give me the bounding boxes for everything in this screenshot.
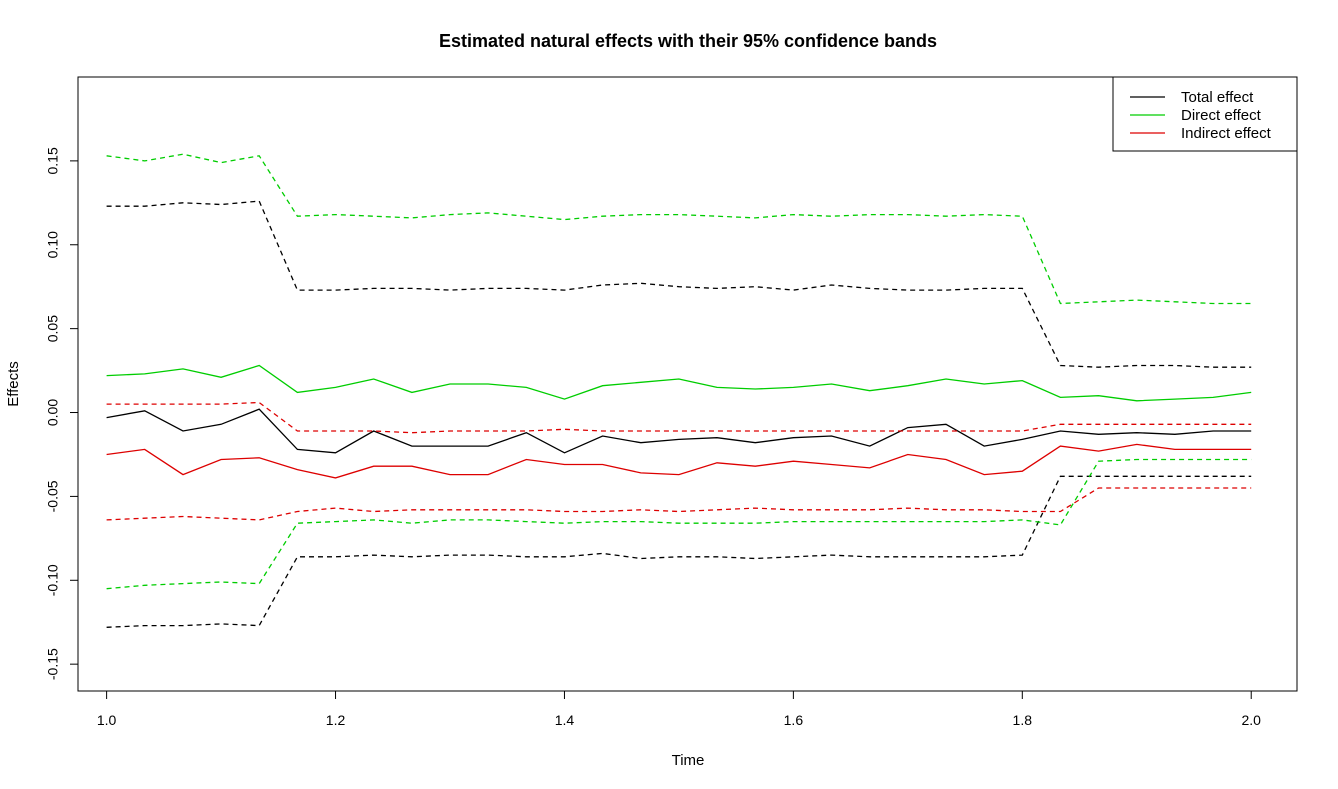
series-line-0 xyxy=(106,408,1252,454)
x-tick-label: 1.8 xyxy=(1013,712,1033,728)
legend-label: Total effect xyxy=(1181,89,1254,106)
y-tick-label: -0.05 xyxy=(45,480,61,512)
series-line-8 xyxy=(106,487,1252,521)
y-tick-label: 0.15 xyxy=(45,147,61,174)
series-line-3 xyxy=(106,364,1252,402)
series-line-7 xyxy=(106,401,1252,434)
legend-label: Direct effect xyxy=(1181,107,1262,124)
x-tick-label: 1.6 xyxy=(784,712,804,728)
x-tick-label: 1.0 xyxy=(97,712,117,728)
legend-label: Indirect effect xyxy=(1181,125,1272,142)
series-layer xyxy=(106,153,1252,628)
y-tick-label: 0.05 xyxy=(45,315,61,342)
x-axis: 1.0 1.2 1.4 1.6 1.8 2.0 xyxy=(97,690,1261,728)
plot-frame xyxy=(77,76,1298,692)
x-axis-label: Time xyxy=(672,752,705,769)
x-tick-label: 2.0 xyxy=(1241,712,1261,728)
x-tick-label: 1.2 xyxy=(326,712,346,728)
y-tick-label: 0.10 xyxy=(45,231,61,258)
legend-box xyxy=(1112,76,1298,152)
y-tick-label: -0.15 xyxy=(45,648,61,680)
series-line-1 xyxy=(106,200,1252,368)
chart-title: Estimated natural effects with their 95%… xyxy=(439,31,937,51)
y-tick-label: 0.00 xyxy=(45,399,61,426)
y-axis-label: Effects xyxy=(5,361,22,407)
series-line-6 xyxy=(106,443,1252,479)
series-line-2 xyxy=(106,475,1252,628)
y-tick-label: -0.10 xyxy=(45,564,61,596)
series-line-5 xyxy=(106,458,1252,590)
x-tick-label: 1.4 xyxy=(555,712,575,728)
series-line-4 xyxy=(106,153,1252,305)
y-axis: -0.15 -0.10 -0.05 0.00 0.05 0.10 0.15 xyxy=(45,147,79,680)
